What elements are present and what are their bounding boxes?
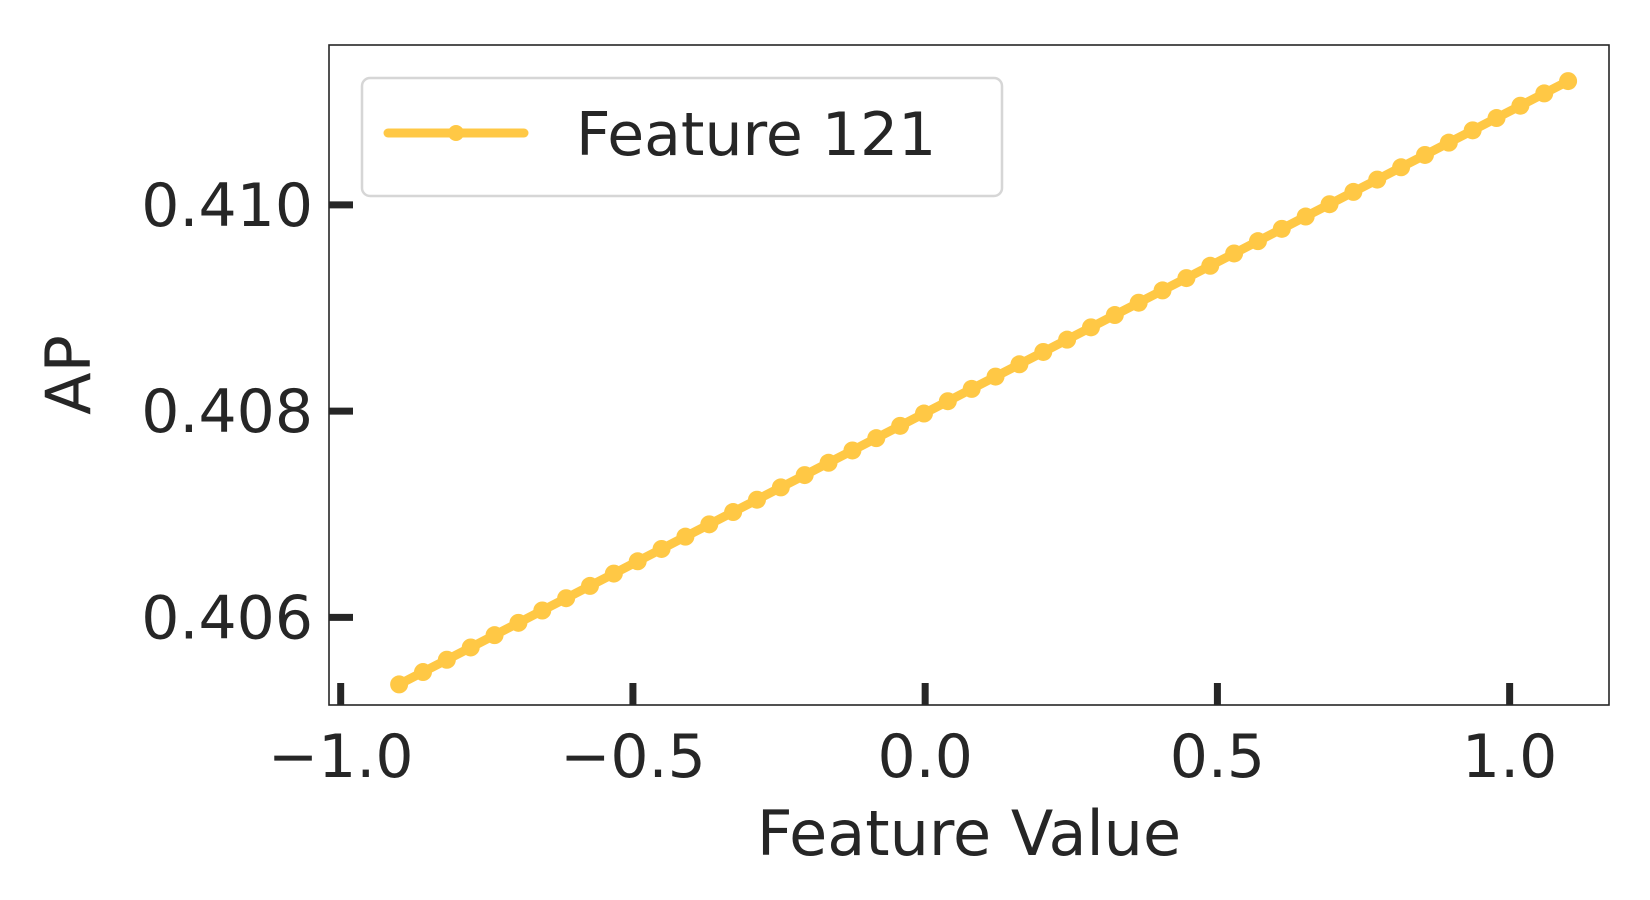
- data-point: [1559, 72, 1578, 91]
- data-point: [1463, 121, 1482, 140]
- data-point: [771, 478, 790, 497]
- data-point: [914, 404, 933, 423]
- data-point: [485, 626, 504, 645]
- data-point: [1272, 219, 1291, 238]
- data-point: [938, 392, 957, 411]
- data-point: [413, 663, 432, 682]
- data-point: [1296, 207, 1315, 226]
- x-tick-label: 1.0: [1462, 722, 1557, 792]
- data-point: [1034, 342, 1053, 361]
- data-point: [1201, 256, 1220, 275]
- y-tick-label: 0.408: [141, 377, 313, 447]
- y-tick-label: 0.406: [141, 583, 313, 653]
- x-tick-label: −1.0: [268, 722, 414, 792]
- y-tick-label: 0.410: [141, 171, 313, 241]
- x-tick-label: 0.5: [1170, 722, 1265, 792]
- data-point: [867, 429, 886, 448]
- data-point: [1248, 232, 1267, 251]
- data-point: [390, 675, 409, 694]
- y-axis-ticks: 0.406 0.408 0.410: [141, 171, 353, 653]
- x-tick-label: −0.5: [560, 722, 706, 792]
- data-point: [1392, 158, 1411, 177]
- data-point: [509, 613, 528, 632]
- data-point: [580, 576, 599, 595]
- data-point: [1058, 330, 1077, 349]
- data-point: [1153, 281, 1172, 300]
- legend-label: Feature 121: [576, 100, 936, 170]
- data-point: [843, 441, 862, 460]
- data-point: [604, 564, 623, 583]
- data-point: [795, 466, 814, 485]
- data-point: [557, 589, 576, 608]
- legend: Feature 121: [360, 76, 1004, 198]
- data-point: [1535, 84, 1554, 103]
- data-point: [628, 552, 647, 571]
- data-point: [437, 650, 456, 669]
- data-point: [891, 416, 910, 435]
- legend-box: [360, 76, 1004, 198]
- data-point: [1081, 318, 1100, 337]
- data-point: [1225, 244, 1244, 263]
- data-point: [652, 539, 671, 558]
- data-point: [1368, 170, 1387, 189]
- data-point: [747, 490, 766, 509]
- data-point: [1511, 96, 1530, 115]
- data-point: [700, 515, 719, 534]
- series-layer: [390, 72, 1578, 694]
- data-point: [1320, 195, 1339, 214]
- data-point: [1439, 133, 1458, 152]
- x-axis-label: Feature Value: [757, 797, 1181, 870]
- legend-marker: [448, 125, 464, 141]
- data-point: [1105, 306, 1124, 325]
- y-axis-label: AP: [32, 335, 105, 415]
- data-point: [1129, 293, 1148, 312]
- data-point: [533, 601, 552, 620]
- data-point: [461, 638, 480, 657]
- data-point: [1344, 182, 1363, 201]
- data-point: [1010, 355, 1029, 374]
- data-point: [1177, 269, 1196, 288]
- data-point: [1487, 109, 1506, 128]
- data-point: [676, 527, 695, 546]
- x-tick-label: 0.0: [877, 722, 972, 792]
- data-point: [724, 503, 743, 522]
- data-point: [986, 367, 1005, 386]
- x-axis-ticks: −1.0 −0.5 0.0 0.5 1.0: [268, 683, 1557, 792]
- data-point: [962, 379, 981, 398]
- data-point: [819, 453, 838, 472]
- data-point: [1415, 145, 1434, 164]
